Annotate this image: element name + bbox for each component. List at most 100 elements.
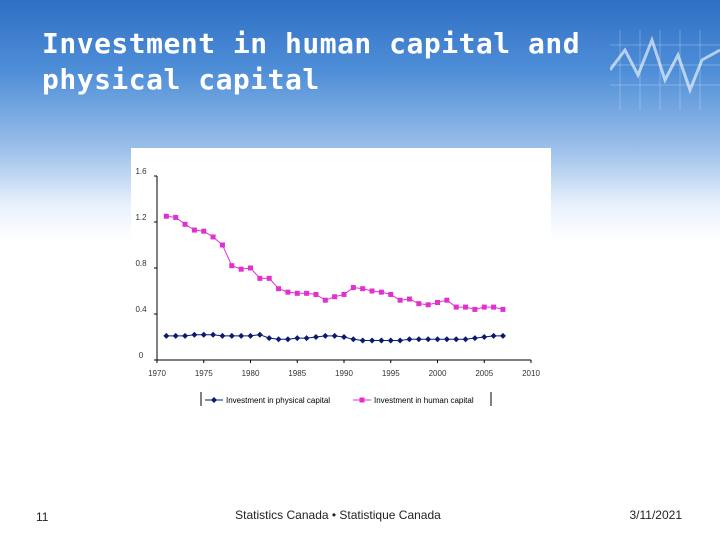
data-point-human-capital xyxy=(481,304,487,310)
data-point-human-capital xyxy=(201,228,207,234)
data-point-human-capital xyxy=(406,296,412,302)
y-tick-label: 0.8 xyxy=(135,259,147,268)
data-point-physical-capital xyxy=(331,332,338,339)
data-point-physical-capital xyxy=(303,335,310,342)
data-point-human-capital xyxy=(416,301,422,307)
data-point-physical-capital xyxy=(191,331,198,338)
data-point-human-capital xyxy=(257,275,263,281)
footer-organization: Statistics Canada • Statistique Canada xyxy=(235,508,441,522)
data-point-human-capital xyxy=(472,306,478,312)
data-point-human-capital xyxy=(491,304,497,310)
data-point-physical-capital xyxy=(322,332,329,339)
data-point-human-capital xyxy=(341,291,347,297)
data-point-human-capital xyxy=(238,266,244,272)
legend-label-human: Investment in human capital xyxy=(374,396,474,405)
data-point-physical-capital xyxy=(219,332,226,339)
data-point-physical-capital xyxy=(378,337,385,344)
slide-title: Investment in human capital and physical… xyxy=(42,26,642,98)
data-point-physical-capital xyxy=(387,337,394,344)
footer-date: 3/11/2021 xyxy=(629,508,683,522)
data-point-human-capital xyxy=(285,289,291,295)
legend-marker-human xyxy=(359,397,365,403)
x-tick-label: 1970 xyxy=(148,369,166,378)
legend-marker-physical xyxy=(211,397,217,403)
data-point-physical-capital xyxy=(312,334,319,340)
data-point-human-capital xyxy=(219,242,225,248)
data-point-physical-capital xyxy=(490,332,497,339)
data-point-physical-capital xyxy=(425,336,432,343)
data-point-human-capital xyxy=(304,290,310,296)
data-point-physical-capital xyxy=(462,336,469,343)
data-point-physical-capital xyxy=(294,335,301,342)
data-point-human-capital xyxy=(397,297,403,303)
data-point-human-capital xyxy=(248,265,253,271)
x-tick-label: 1990 xyxy=(335,369,353,378)
data-point-physical-capital xyxy=(238,332,245,339)
data-point-human-capital xyxy=(294,290,300,296)
data-point-human-capital xyxy=(182,221,188,227)
x-tick-label: 2005 xyxy=(475,369,493,378)
y-tick-label: 0 xyxy=(139,351,144,360)
data-point-human-capital xyxy=(435,300,440,305)
data-point-physical-capital xyxy=(247,332,254,339)
data-point-physical-capital xyxy=(228,332,235,339)
data-point-physical-capital xyxy=(471,335,478,342)
data-point-human-capital xyxy=(266,275,272,281)
data-point-physical-capital xyxy=(481,334,488,340)
data-point-physical-capital xyxy=(415,336,422,343)
y-tick-label: 1.2 xyxy=(135,213,147,222)
x-tick-label: 1980 xyxy=(242,369,260,378)
data-point-human-capital xyxy=(313,291,319,297)
data-point-physical-capital xyxy=(163,332,170,339)
y-tick-label: 0.4 xyxy=(135,305,147,314)
data-point-physical-capital xyxy=(182,332,189,339)
data-point-human-capital xyxy=(350,285,356,291)
data-point-physical-capital xyxy=(359,337,366,344)
slide-number: 11 xyxy=(36,510,49,524)
x-tick-label: 1985 xyxy=(288,369,306,378)
data-point-physical-capital xyxy=(406,336,413,343)
data-point-physical-capital xyxy=(443,336,450,343)
data-point-physical-capital xyxy=(350,336,357,343)
data-point-physical-capital xyxy=(210,331,217,338)
data-point-human-capital xyxy=(360,286,366,292)
line-chart: 0 0.4 0.8 1.2 1.6 1970 1975 1980 1985 1990 1995 200… xyxy=(135,167,540,406)
data-point-physical-capital xyxy=(434,336,441,343)
data-point-human-capital xyxy=(191,227,197,233)
slide-title-line-1: Investment in human capital and xyxy=(42,27,581,60)
data-point-human-capital xyxy=(210,234,216,240)
data-point-human-capital xyxy=(500,306,506,312)
data-point-physical-capital xyxy=(200,331,207,338)
data-point-physical-capital xyxy=(172,332,179,339)
data-point-human-capital xyxy=(173,214,179,220)
data-point-human-capital xyxy=(322,297,328,303)
data-point-human-capital xyxy=(378,289,384,295)
data-point-human-capital xyxy=(276,286,282,292)
legend-label-physical: Investment in physical capital xyxy=(226,396,330,405)
data-point-physical-capital xyxy=(369,337,376,344)
slide-title-line-2: physical capital xyxy=(42,63,320,96)
x-tick-label: 1995 xyxy=(382,369,400,378)
data-point-human-capital xyxy=(332,294,338,300)
data-point-physical-capital xyxy=(499,332,506,339)
y-tick-label: 1.6 xyxy=(135,167,147,176)
data-point-physical-capital xyxy=(397,337,404,344)
x-tick-label: 1975 xyxy=(195,369,213,378)
x-tick-label: 2010 xyxy=(522,369,540,378)
data-point-physical-capital xyxy=(256,331,263,338)
x-tick-label: 2000 xyxy=(429,369,447,378)
data-point-physical-capital xyxy=(266,335,273,342)
data-point-physical-capital xyxy=(275,336,282,343)
data-point-human-capital xyxy=(453,304,459,310)
data-point-human-capital xyxy=(425,302,431,308)
data-point-human-capital xyxy=(444,297,450,303)
chart-container: 0 0.4 0.8 1.2 1.6 1970 1975 1980 1985 1990 1995 200… xyxy=(131,148,551,410)
data-point-human-capital xyxy=(229,263,235,269)
trend-graphic-icon xyxy=(610,30,720,110)
data-point-human-capital xyxy=(463,304,469,310)
data-point-human-capital xyxy=(163,213,169,219)
data-point-human-capital xyxy=(388,291,394,297)
data-point-physical-capital xyxy=(284,336,291,343)
data-point-human-capital xyxy=(369,288,375,294)
data-point-physical-capital xyxy=(453,336,460,343)
